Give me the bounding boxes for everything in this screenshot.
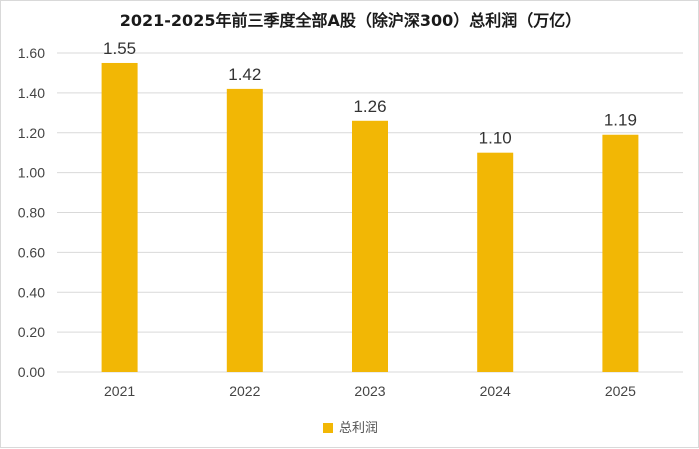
x-tick-label: 2021: [104, 383, 135, 399]
y-tick-label: 1.60: [18, 45, 45, 61]
x-tick-label: 2025: [605, 383, 636, 399]
x-tick-label: 2023: [354, 383, 385, 399]
bar: [352, 120, 388, 372]
data-label: 1.42: [228, 65, 261, 84]
y-tick-label: 1.00: [18, 165, 45, 181]
legend-swatch: [322, 423, 333, 433]
y-tick-label: 0.00: [18, 364, 45, 380]
bar: [477, 152, 514, 372]
data-label: 1.55: [103, 39, 136, 58]
bar: [101, 62, 138, 372]
y-tick-label: 1.20: [18, 125, 45, 141]
chart-title: 2021-2025年前三季度全部A股（除沪深300）总利润（万亿）: [119, 11, 582, 30]
bar: [602, 134, 639, 372]
x-tick-label: 2024: [480, 383, 511, 399]
legend-label: 总利润: [338, 421, 378, 436]
data-label: 1.19: [604, 111, 637, 130]
x-tick-label: 2022: [229, 383, 260, 399]
y-tick-label: 0.40: [18, 284, 45, 300]
y-tick-label: 0.60: [18, 244, 45, 260]
y-tick-label: 0.20: [18, 324, 45, 340]
y-tick-label: 0.80: [18, 205, 45, 221]
data-label: 1.10: [479, 129, 512, 148]
legend: 总利润: [1, 417, 699, 436]
data-label: 1.26: [353, 97, 386, 116]
y-tick-label: 1.40: [18, 85, 45, 101]
bar: [226, 88, 263, 372]
